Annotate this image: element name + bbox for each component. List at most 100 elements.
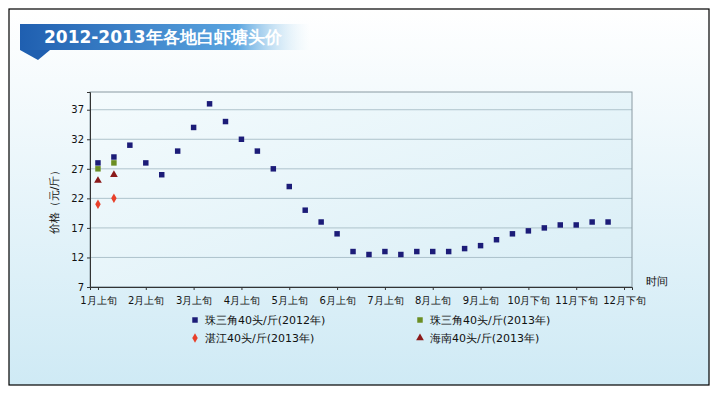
y-axis-line bbox=[87, 93, 91, 288]
data-point bbox=[478, 243, 483, 248]
grid bbox=[90, 110, 632, 287]
x-tick-label: 10月下旬 bbox=[508, 295, 551, 306]
x-tick: 5月上旬 bbox=[272, 287, 308, 306]
x-tick: 7月上旬 bbox=[367, 287, 403, 306]
data-point bbox=[558, 222, 563, 227]
data-point bbox=[462, 246, 467, 251]
legend: 珠三角40头/斤(2012年) 珠三角40头/斤(2013年) 湛江40头/斤(20… bbox=[192, 314, 550, 345]
y-tick-label: 32 bbox=[71, 134, 84, 145]
x-tick-label: 1月上旬 bbox=[80, 295, 116, 306]
y-tick-mark bbox=[87, 169, 90, 170]
y-tick-mark bbox=[87, 110, 90, 111]
x-tick: 1月上旬 bbox=[80, 287, 116, 306]
x-tick-mark bbox=[194, 287, 195, 290]
legend-marker bbox=[192, 317, 197, 322]
data-point bbox=[175, 148, 180, 153]
legend-marker bbox=[192, 333, 197, 342]
y-tick-mark bbox=[87, 198, 90, 199]
series bbox=[95, 101, 611, 257]
data-point bbox=[446, 249, 451, 254]
grid-line bbox=[90, 168, 632, 169]
data-point bbox=[302, 207, 307, 212]
data-point bbox=[111, 154, 116, 159]
data-point bbox=[159, 172, 164, 177]
data-point bbox=[589, 219, 594, 224]
data-point bbox=[111, 194, 116, 203]
data-point bbox=[334, 231, 339, 236]
data-point bbox=[382, 249, 387, 254]
x-axis-line bbox=[91, 288, 633, 291]
y-tick-label: 22 bbox=[71, 193, 84, 204]
x-tick-mark bbox=[337, 287, 338, 290]
legend-item: 湛江40头/斤(2013年) bbox=[192, 332, 314, 345]
x-tick-label: 3月上旬 bbox=[176, 295, 212, 306]
legend-marker bbox=[416, 334, 424, 341]
y-tick-label: 7 bbox=[78, 282, 84, 293]
outer-frame bbox=[9, 9, 709, 385]
x-tick-mark bbox=[385, 287, 386, 290]
y-tick-label: 37 bbox=[71, 104, 84, 115]
series bbox=[95, 194, 116, 209]
grid-line bbox=[90, 109, 632, 110]
x-tick: 2月上旬 bbox=[128, 287, 164, 306]
legend-item: 珠三角40头/斤(2012年) bbox=[192, 314, 325, 327]
data-point bbox=[255, 148, 260, 153]
y-tick: 27 bbox=[71, 164, 90, 175]
legend-label: 珠三角40头/斤(2012年) bbox=[205, 314, 325, 327]
legend-item: 海南40头/斤(2013年) bbox=[416, 332, 539, 345]
data-point bbox=[110, 170, 118, 177]
x-tick-mark bbox=[98, 287, 99, 290]
x-tick-mark bbox=[576, 287, 577, 290]
x-tick: 4月上旬 bbox=[224, 287, 260, 306]
data-point bbox=[398, 252, 403, 257]
x-tick-mark bbox=[433, 287, 434, 290]
y-tick-mark bbox=[87, 287, 90, 288]
x-tick-label: 7月上旬 bbox=[367, 295, 403, 306]
data-point bbox=[573, 222, 578, 227]
y-tick: 12 bbox=[71, 252, 90, 263]
legend-label: 珠三角40头/斤(2013年) bbox=[430, 314, 550, 327]
y-tick: 22 bbox=[71, 193, 90, 204]
x-tick: 3月上旬 bbox=[176, 287, 212, 306]
y-tick-label: 12 bbox=[71, 252, 84, 263]
grid-line bbox=[90, 257, 632, 258]
data-point bbox=[430, 249, 435, 254]
y-tick: 7 bbox=[78, 282, 90, 293]
x-tick-label: 8月上旬 bbox=[415, 295, 451, 306]
x-tick-label: 2月上旬 bbox=[128, 295, 164, 306]
series bbox=[95, 160, 116, 171]
data-point bbox=[207, 101, 212, 106]
legend-marker bbox=[417, 317, 422, 322]
legend-label: 海南40头/斤(2013年) bbox=[430, 332, 539, 345]
y-tick: 37 bbox=[71, 104, 90, 115]
y-axis: 7 12 17 22 27 32 37 bbox=[71, 93, 90, 293]
plot-frame bbox=[90, 92, 632, 287]
data-point bbox=[95, 166, 100, 171]
data-point bbox=[191, 125, 196, 130]
legend-item: 珠三角40头/斤(2013年) bbox=[417, 314, 550, 327]
grid-line bbox=[90, 227, 632, 228]
x-axis-title: 时间 bbox=[646, 275, 668, 288]
x-axis: 1月上旬2月上旬3月上旬4月上旬5月上旬6月上旬7月上旬8月上旬9月上旬10月下… bbox=[80, 287, 646, 306]
y-tick-mark bbox=[87, 228, 90, 229]
data-point bbox=[350, 249, 355, 254]
x-tick: 12月下旬 bbox=[603, 287, 646, 306]
x-tick: 8月上旬 bbox=[415, 287, 451, 306]
data-point bbox=[111, 160, 116, 165]
legend-label: 湛江40头/斤(2013年) bbox=[205, 332, 314, 345]
page-background bbox=[0, 0, 718, 396]
data-point bbox=[94, 176, 102, 183]
y-tick: 17 bbox=[71, 223, 90, 234]
series bbox=[94, 170, 118, 183]
data-point bbox=[127, 142, 132, 147]
x-tick-mark bbox=[528, 287, 529, 290]
data-point bbox=[526, 228, 531, 233]
x-tick: 11月下旬 bbox=[555, 287, 598, 306]
grid-line bbox=[90, 198, 632, 199]
y-tick-label: 17 bbox=[71, 223, 84, 234]
data-point bbox=[605, 219, 610, 224]
data-point bbox=[510, 231, 515, 236]
chart: 2012-2013年各地白虾塘头价1月上旬2月上旬3月上旬4月上旬5月上旬6月上… bbox=[0, 0, 718, 396]
grid-line bbox=[90, 139, 632, 140]
x-tick-mark bbox=[624, 287, 625, 290]
